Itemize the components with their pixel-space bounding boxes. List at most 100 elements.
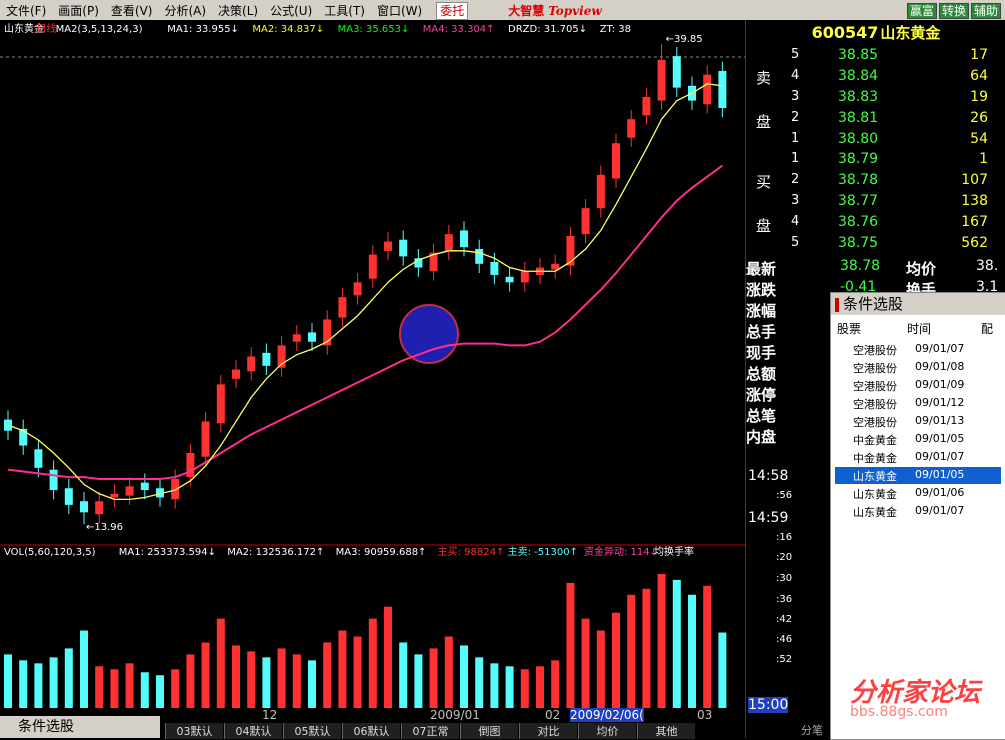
candle-body <box>247 356 256 372</box>
volume-label: MA2: 132536.172↑ <box>227 547 324 558</box>
tab[interactable]: 03默认 <box>165 723 223 739</box>
volume-label: VOL(5,60,120,3,5) <box>4 547 96 558</box>
tab[interactable]: 其他 <box>637 723 695 739</box>
time-label: 2009/02/06( <box>570 708 644 722</box>
volume-bar <box>110 669 119 708</box>
stock-name: 山东黄金 <box>853 470 897 483</box>
candle-body <box>277 345 286 368</box>
menu-item[interactable]: 分析(A) <box>164 4 207 18</box>
highlight-circle <box>399 304 459 364</box>
volume: 54 <box>970 131 988 147</box>
candle-body <box>505 276 514 283</box>
candle-body <box>429 252 438 272</box>
column-header: 时间 <box>907 322 932 336</box>
tool-button[interactable]: 赢富 <box>906 3 937 19</box>
volume-bar <box>551 660 560 708</box>
stock-row[interactable]: 中金黄金 09/01/05 <box>835 431 1001 448</box>
volume-label: 主卖: -51300↑ <box>508 546 578 558</box>
tab[interactable]: 对比 <box>519 723 577 739</box>
stock-row[interactable]: 空港股份 09/01/13 <box>835 413 1001 430</box>
tick-time: 14:59 <box>748 510 789 526</box>
stock-row[interactable]: 山东黄金 09/01/05 <box>835 467 1001 484</box>
entrust-button[interactable]: 委托 <box>436 2 469 20</box>
stock-name: 中金黄金 <box>853 452 897 465</box>
tab[interactable]: 05默认 <box>283 723 341 739</box>
stock-row[interactable]: 山东黄金 09/01/06 <box>835 485 1001 502</box>
tab[interactable]: 06默认 <box>342 723 400 739</box>
tab[interactable]: 04默认 <box>224 723 282 739</box>
candle-body <box>110 493 119 498</box>
stock-date: 09/01/05 <box>915 432 965 445</box>
volume-bar <box>642 588 651 708</box>
menu-item[interactable]: 工具(T) <box>324 4 365 18</box>
volume-bar <box>703 585 712 708</box>
stock-date: 09/01/12 <box>915 396 965 409</box>
popup-title-bar: 条件选股 <box>831 293 1005 315</box>
candle-body <box>368 254 377 279</box>
candle-body <box>323 319 332 346</box>
candle-body <box>19 428 28 446</box>
volume-bar <box>444 636 453 708</box>
candle-body <box>353 282 362 296</box>
candle-body <box>718 70 727 109</box>
tick-time: :42 <box>776 614 793 625</box>
level: 1 <box>791 131 800 146</box>
volume-bar <box>414 654 423 708</box>
volume-bar <box>19 660 28 708</box>
menu-item[interactable]: 公式(U) <box>270 4 313 18</box>
indicator-label: DRZD: 31.705↓ <box>508 24 587 35</box>
volume: 17 <box>970 47 988 63</box>
candle-body <box>308 332 316 342</box>
volume-bar <box>460 645 468 708</box>
volume-label: MA1: 253373.594↓ <box>119 547 216 558</box>
volume-bar <box>292 654 301 708</box>
menu-item[interactable]: 文件(F) <box>6 4 47 18</box>
volume: 64 <box>970 68 988 84</box>
volume-bar <box>520 669 529 708</box>
tool-button[interactable]: 辅助 <box>970 3 1001 19</box>
price: 38.84 <box>838 68 879 84</box>
stock-row[interactable]: 空港股份 09/01/07 <box>835 341 1001 358</box>
price: 38.77 <box>838 193 879 209</box>
candle-body <box>490 261 499 275</box>
candle-body <box>414 258 423 268</box>
volume-label: 主买: 98824↑ <box>438 546 505 558</box>
indicator-label: MA2(3,5,13,24,3) <box>56 24 143 35</box>
tab[interactable]: 倒图 <box>460 723 518 739</box>
level: 3 <box>791 193 800 208</box>
stock-row[interactable]: 空港股份 09/01/09 <box>835 377 1001 394</box>
volume-label: MA3: 90959.688↑ <box>336 547 427 558</box>
stock-row[interactable]: 中金黄金 09/01/07 <box>835 449 1001 466</box>
volume-bar <box>156 675 164 708</box>
stat-label: 最新 <box>746 260 777 278</box>
chart-bg <box>0 20 745 708</box>
tick-time: 14:58 <box>748 468 789 484</box>
tab[interactable]: 07正常 <box>401 723 459 739</box>
volume-bar <box>125 663 134 708</box>
volume-bar <box>186 654 195 708</box>
stock-name: 空港股份 <box>853 344 897 357</box>
indicator-label: 山东黄金 <box>4 22 44 35</box>
price: 38.76 <box>838 214 879 230</box>
menu-item[interactable]: 查看(V) <box>110 4 153 18</box>
price: 38.79 <box>838 151 879 167</box>
menu-item[interactable]: 窗口(W) <box>376 4 423 18</box>
menu-bar: 文件(F) 画面(P) 查看(V) 分析(A) 决策(L) 公式(U) 工具(T) 窗口(W)… <box>0 0 1005 20</box>
volume-bar <box>718 632 727 708</box>
tick-time: :46 <box>776 634 793 645</box>
candle-body <box>581 208 590 235</box>
stock-date: 09/01/07 <box>915 450 965 463</box>
menu-item[interactable]: 画面(P) <box>58 4 99 18</box>
menu-item[interactable]: 决策(L) <box>218 4 259 18</box>
tool-button[interactable]: 转换 <box>938 3 969 19</box>
stock-row[interactable]: 空港股份 09/01/12 <box>835 395 1001 412</box>
tab[interactable]: 分笔 <box>801 724 823 737</box>
level: 2 <box>791 172 800 187</box>
stock-row[interactable]: 空港股份 09/01/08 <box>835 359 1001 376</box>
candle-body <box>201 421 210 457</box>
stat-label: 均价 <box>906 260 937 278</box>
time-label: 2009/01 <box>430 708 480 722</box>
stock-row[interactable]: 山东黄金 09/01/07 <box>835 503 1001 520</box>
price: 38.80 <box>838 131 879 147</box>
tab[interactable]: 均价 <box>578 723 636 739</box>
